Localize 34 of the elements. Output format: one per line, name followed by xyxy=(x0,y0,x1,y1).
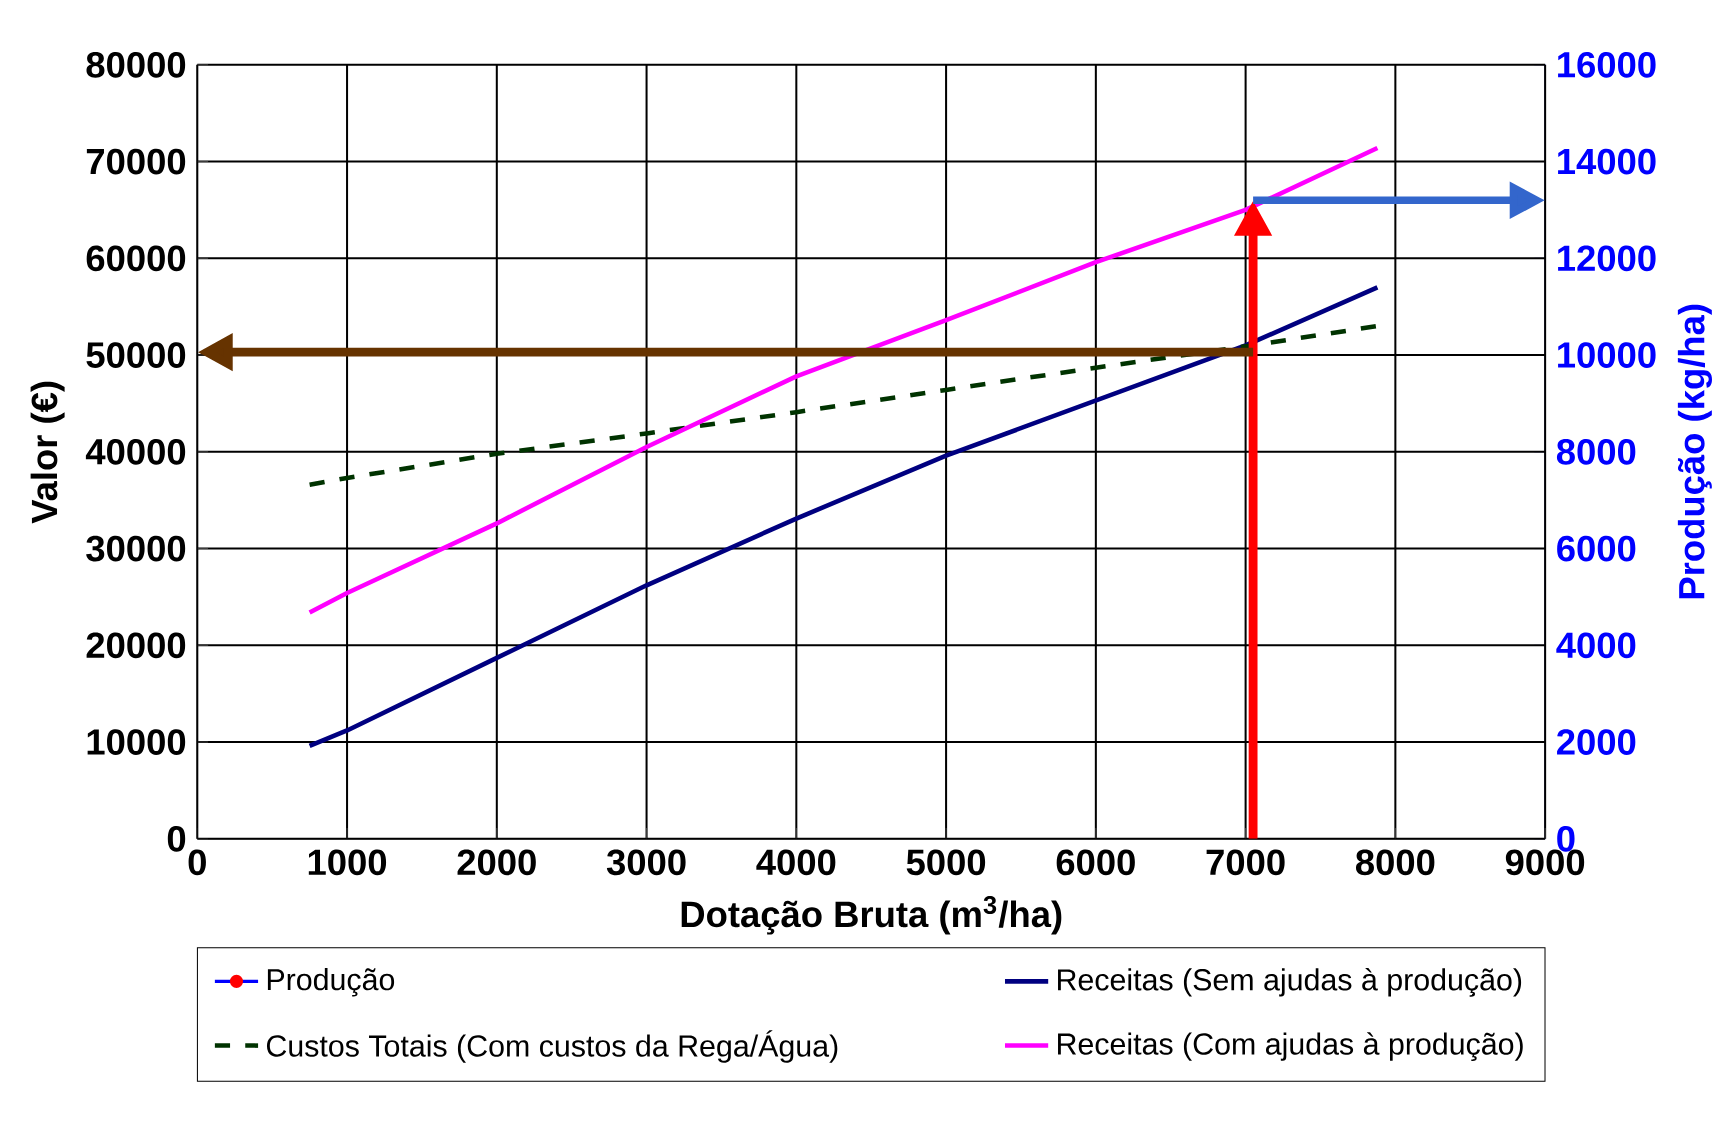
x-tick-label: 2000 xyxy=(457,849,536,876)
y-tick-label: 70000 xyxy=(86,148,186,175)
y-tick-label: 60000 xyxy=(86,245,186,272)
x-tick-label: 4000 xyxy=(756,849,836,876)
x-axis-title: Dotação Bruta (m$^{3}$/ha) xyxy=(681,896,1062,935)
y-tick-label: 10000 xyxy=(87,729,186,756)
y2-tick-label: 6000 xyxy=(1557,535,1636,562)
y-axis-title: Valor (€) xyxy=(30,381,65,524)
x-tick-label: 1000 xyxy=(308,849,387,876)
x-tick-label: 5000 xyxy=(906,849,986,876)
y-tick-label: 30000 xyxy=(86,535,186,562)
y-tick-label: 80000 xyxy=(86,52,186,78)
legend-label: Receitas (Sem ajudas à produção) xyxy=(1058,968,1522,997)
x-tick-label: 7000 xyxy=(1206,849,1285,876)
x-tick-label: 3000 xyxy=(606,849,686,876)
legend-label: Receitas (Com ajudas à produção) xyxy=(1058,1032,1523,1061)
x-tick-label: 8000 xyxy=(1355,849,1435,876)
y2-tick-label: 2000 xyxy=(1557,729,1636,756)
y2-tick-label: 12000 xyxy=(1558,245,1656,272)
y2-tick-label: 4000 xyxy=(1556,632,1636,659)
x-tick-label: 0 xyxy=(188,849,206,876)
legend-label: Produção xyxy=(267,968,395,997)
y2-axis-title: Produção (kg/ha) xyxy=(1677,304,1712,599)
y2-tick-label: 8000 xyxy=(1556,438,1636,465)
x-tick-label: 6000 xyxy=(1056,849,1135,876)
y2-tick-label: 14000 xyxy=(1558,148,1656,175)
y-tick-label: 0 xyxy=(167,825,186,852)
y-tick-label: 20000 xyxy=(86,632,186,659)
y-tick-label: 50000 xyxy=(86,342,186,369)
legend-label: Custos Totais (Com custos da Rega/Água) xyxy=(266,1030,838,1063)
y-tick-label: 40000 xyxy=(85,438,186,465)
y2-tick-label: 16000 xyxy=(1558,51,1656,78)
line-series xyxy=(307,145,1380,615)
y2-tick-label: 10000 xyxy=(1558,342,1656,369)
